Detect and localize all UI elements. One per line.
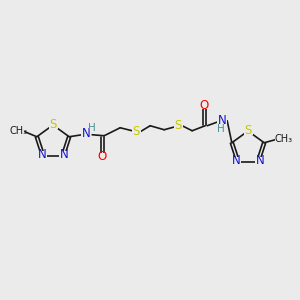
Bar [98,153,106,160]
Bar [39,151,47,158]
Text: N: N [82,127,91,140]
Bar [59,151,67,158]
Bar [200,102,208,109]
Text: O: O [200,99,209,112]
Text: H: H [88,123,96,133]
Text: N: N [232,154,240,167]
Bar [233,157,241,164]
Text: H: H [217,124,225,134]
Text: S: S [133,125,140,138]
Text: S: S [49,118,57,131]
Text: N: N [38,148,46,161]
Text: N: N [60,148,68,161]
Text: O: O [98,150,107,163]
Text: CH₃: CH₃ [274,134,292,144]
Bar [244,127,253,135]
Text: CH₃: CH₃ [10,126,28,136]
Bar [217,116,227,126]
Bar [174,122,183,130]
Text: S: S [175,119,182,132]
Bar [10,128,24,136]
Bar [81,130,91,140]
Bar [49,121,58,129]
Text: N: N [218,114,226,127]
Bar [255,157,263,164]
Text: N: N [256,154,264,167]
Bar [132,128,141,136]
Bar [275,136,289,144]
Text: S: S [244,124,252,137]
